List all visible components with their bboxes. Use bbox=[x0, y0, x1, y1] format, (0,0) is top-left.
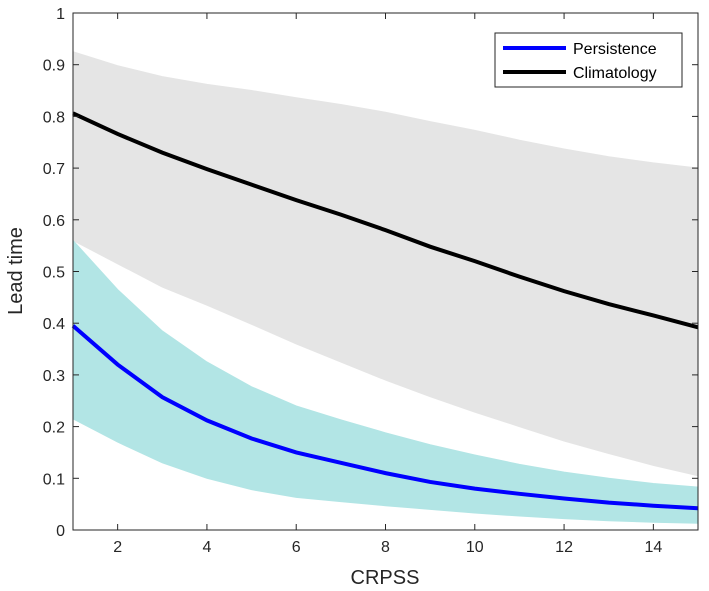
x-tick-label: 6 bbox=[292, 539, 301, 556]
y-tick-label: 0.7 bbox=[43, 161, 65, 178]
y-axis-label: Lead time bbox=[5, 227, 27, 315]
line-persistence bbox=[71, 324, 699, 511]
y-tick-label: 0.1 bbox=[43, 471, 65, 488]
series-lines bbox=[71, 111, 699, 511]
y-tick-label: 0.5 bbox=[43, 265, 65, 282]
y-tick-label: 0.4 bbox=[43, 316, 65, 333]
y-tick-label: 1 bbox=[56, 6, 65, 23]
y-tick-label: 0.2 bbox=[43, 420, 65, 437]
legend: Persistence Climatology bbox=[494, 32, 683, 88]
legend-label-climatology: Climatology bbox=[573, 65, 657, 82]
x-tick-label: 10 bbox=[466, 539, 484, 556]
y-tick-label: 0 bbox=[56, 523, 65, 540]
legend-box bbox=[494, 32, 683, 88]
x-tick-label: 12 bbox=[555, 539, 573, 556]
x-tick-label: 8 bbox=[381, 539, 390, 556]
x-tick-label: 14 bbox=[644, 539, 662, 556]
x-tick-label: 2 bbox=[113, 539, 122, 556]
y-tick-label: 0.6 bbox=[43, 213, 65, 230]
axis-ticks: 2 4 6 8 10 12 14 0 0.1 0.2 0.3 0.4 0.5 0.6 0.7 0.8 0.9 1 bbox=[43, 6, 698, 556]
line-climatology bbox=[72, 111, 699, 330]
y-tick-label: 0.9 bbox=[43, 58, 65, 75]
confidence-bands bbox=[72, 51, 699, 524]
x-tick-label: 4 bbox=[202, 539, 211, 556]
x-axis-label: CRPSS bbox=[351, 567, 420, 589]
legend-label-persistence: Persistence bbox=[573, 41, 657, 58]
y-tick-label: 0.3 bbox=[43, 368, 65, 385]
y-tick-label: 0.8 bbox=[43, 109, 65, 126]
